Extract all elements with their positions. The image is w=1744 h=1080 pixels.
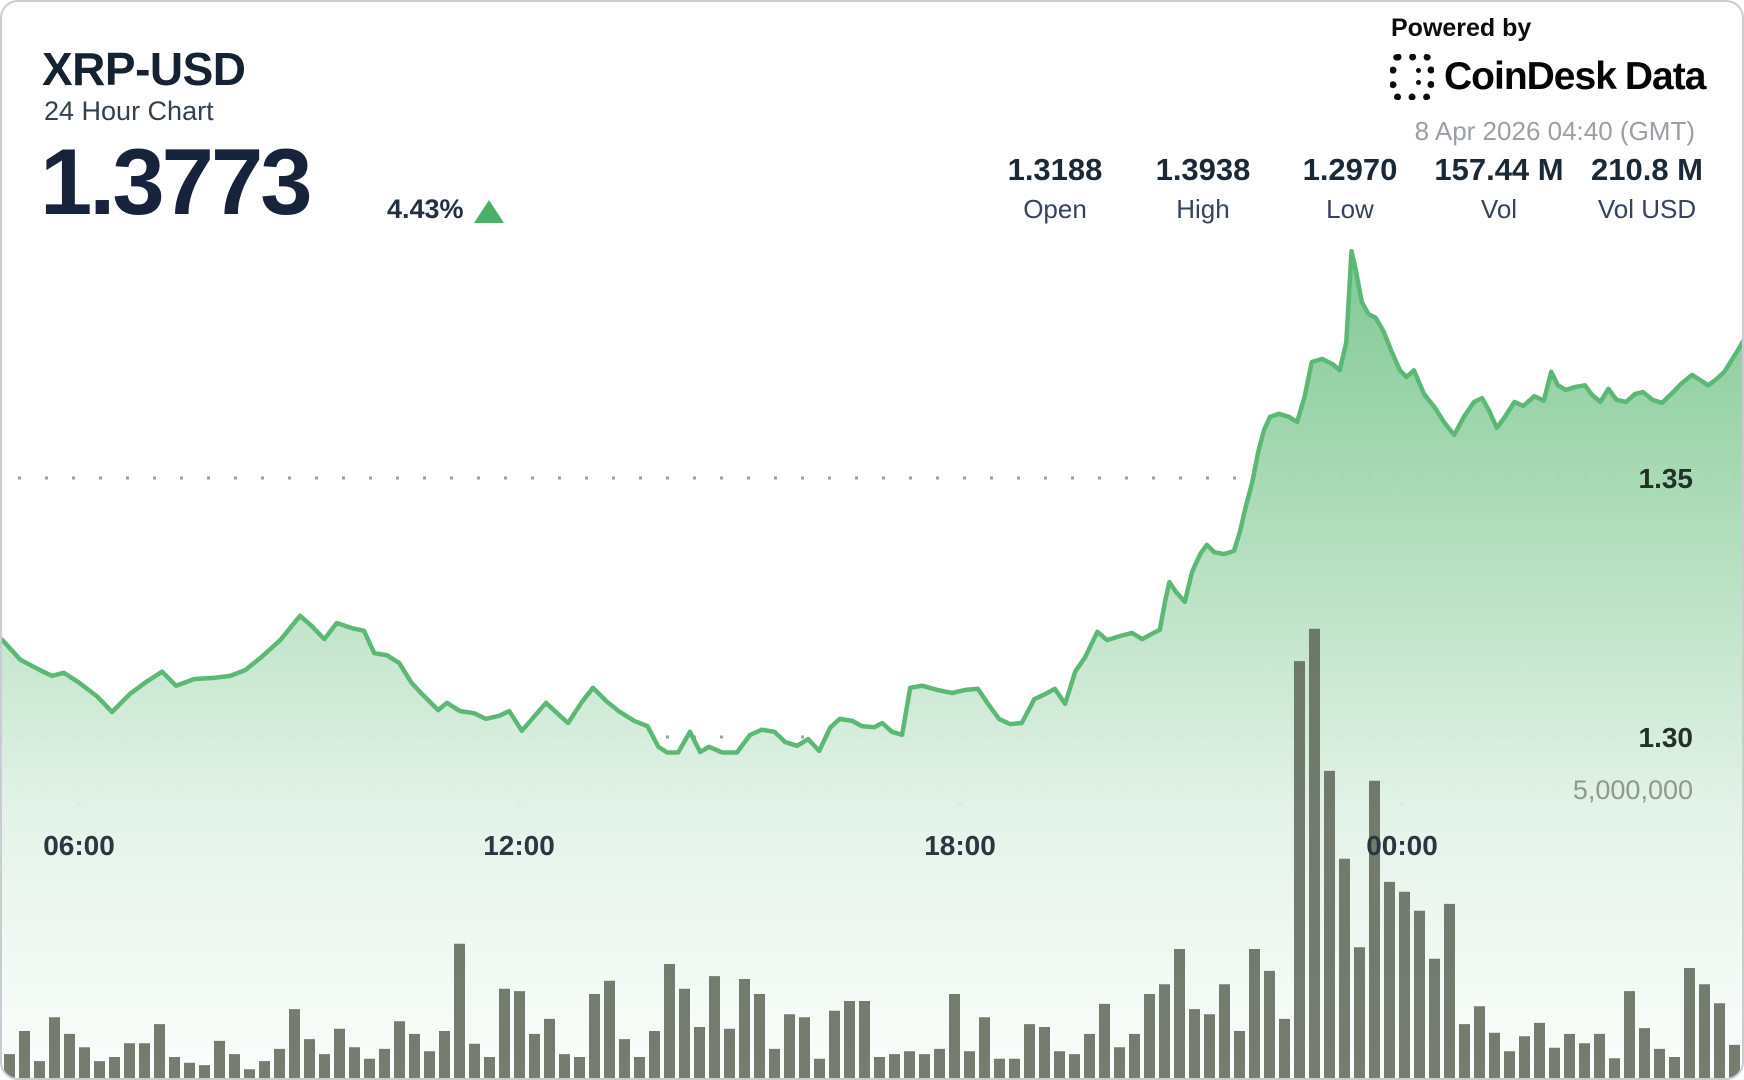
brand-word-coindesk: CoinDesk xyxy=(1444,55,1617,98)
stat-vol-value: 157.44 M xyxy=(1434,152,1564,187)
stat-high-label: High xyxy=(1176,194,1230,224)
stat-vol-usd: 210.8 M Vol USD xyxy=(1562,152,1732,225)
coindesk-logo-icon xyxy=(1390,54,1434,100)
accent-stripe xyxy=(2,2,13,1078)
stat-open-value: 1.3188 xyxy=(1007,152,1103,187)
stat-high-value: 1.3938 xyxy=(1155,152,1251,187)
up-triangle-icon xyxy=(474,200,504,223)
stat-open-label: Open xyxy=(1023,194,1087,224)
stat-high: 1.3938 High xyxy=(1118,152,1288,225)
brand-word-data: Data xyxy=(1624,55,1707,98)
stat-vol-usd-label: Vol USD xyxy=(1597,194,1697,224)
x-axis-tick-1800: 18:00 xyxy=(924,830,996,861)
stat-vol-usd-value: 210.8 M xyxy=(1590,152,1703,187)
current-price: 1.3773 xyxy=(40,129,313,234)
price-line xyxy=(2,248,1742,755)
x-axis-tick-0000: 00:00 xyxy=(1366,830,1438,861)
symbol-title: XRP-USD xyxy=(42,43,246,95)
powered-by-label: Powered by xyxy=(1391,14,1532,42)
coindesk-brand-text: CoinDesk Data xyxy=(1444,55,1707,99)
x-axis-tick-1200: 12:00 xyxy=(483,830,555,861)
price-area-fill xyxy=(2,251,1742,1078)
stat-low-value: 1.2970 xyxy=(1302,152,1398,187)
stat-open: 1.3188 Open xyxy=(970,152,1140,225)
chart-subtitle: 24 Hour Chart xyxy=(44,96,214,126)
stat-vol: 157.44 M Vol xyxy=(1414,152,1584,225)
volume-axis-tick-5m: 5,000,000 xyxy=(1572,775,1693,805)
stat-vol-label: Vol xyxy=(1480,194,1518,224)
chart-timestamp: 8 Apr 2026 04:40 (GMT) xyxy=(1414,116,1695,146)
stat-low-label: Low xyxy=(1326,194,1374,224)
change-percent: 4.43% xyxy=(387,194,464,224)
y-axis-tick-1-30: 1.30 xyxy=(1638,722,1694,753)
coindesk-logo[interactable]: CoinDesk Data xyxy=(1390,54,1707,100)
stat-low: 1.2970 Low xyxy=(1265,152,1435,225)
y-axis-tick-1-35: 1.35 xyxy=(1638,463,1694,494)
x-axis-tick-0600: 06:00 xyxy=(43,830,115,861)
